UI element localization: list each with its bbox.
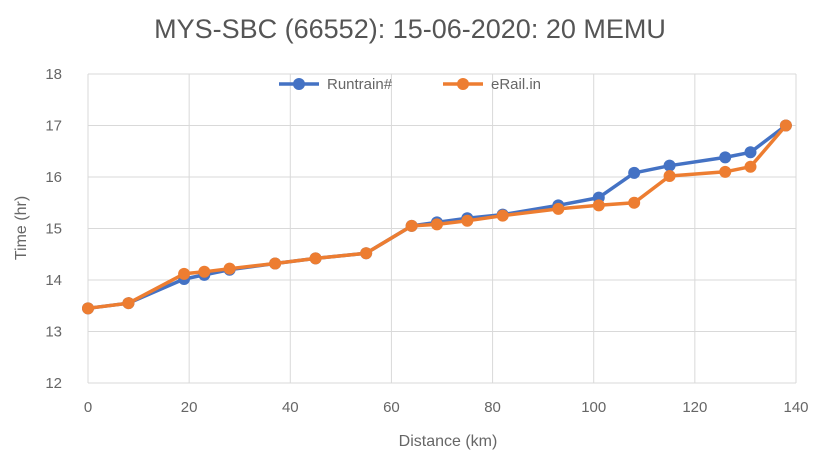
data-point — [779, 119, 792, 132]
y-tick-label: 18 — [45, 66, 62, 83]
data-point — [430, 218, 443, 231]
data-point — [628, 196, 641, 209]
data-point — [309, 252, 322, 265]
data-point — [719, 165, 732, 178]
series-2 — [82, 119, 792, 315]
data-point — [122, 297, 135, 310]
data-point — [744, 160, 757, 173]
tick-labels: 0 20 40 60 80 100 120 140 12 13 14 15 16 17 18 — [45, 66, 808, 416]
data-point — [269, 257, 282, 270]
legend-item: Runtrain# — [279, 76, 393, 93]
x-tick-label: 100 — [581, 399, 606, 416]
x-tick-label: 120 — [682, 399, 707, 416]
legend: Runtrain# eRail.in — [279, 76, 541, 93]
y-axis-label: Time (hr) — [13, 196, 30, 260]
x-axis-label: Distance (km) — [399, 433, 498, 450]
y-tick-label: 12 — [45, 375, 62, 392]
data-point — [628, 166, 641, 179]
data-point — [405, 219, 418, 232]
y-tick-label: 15 — [45, 221, 62, 238]
data-point — [663, 159, 676, 172]
x-tick-label: 20 — [181, 399, 198, 416]
gridlines — [87, 73, 797, 384]
y-tick-label: 13 — [45, 324, 62, 341]
y-tick-label: 14 — [45, 272, 62, 289]
x-tick-label: 80 — [484, 399, 501, 416]
legend-label: Runtrain# — [327, 76, 393, 93]
data-point — [178, 267, 191, 280]
x-tick-label: 140 — [783, 399, 808, 416]
data-point — [552, 202, 565, 215]
data-point — [496, 209, 509, 222]
data-point — [223, 262, 236, 275]
data-point — [663, 169, 676, 182]
data-point — [461, 214, 474, 227]
series-1 — [82, 119, 792, 315]
data-point — [592, 199, 605, 212]
data-point — [82, 302, 94, 315]
legend-swatch-marker — [293, 78, 305, 90]
legend-label: eRail.in — [491, 76, 541, 93]
y-tick-label: 17 — [45, 118, 62, 135]
data-point — [744, 146, 757, 159]
chart-title: MYS-SBC (66552): 15-06-2020: 20 MEMU — [154, 14, 666, 44]
x-tick-label: 0 — [84, 399, 92, 416]
x-tick-label: 60 — [383, 399, 400, 416]
data-point — [360, 247, 373, 260]
data-point — [198, 265, 211, 278]
data-point — [719, 151, 732, 164]
y-tick-label: 16 — [45, 169, 62, 186]
x-tick-label: 40 — [282, 399, 299, 416]
legend-swatch-marker — [457, 78, 469, 90]
series — [82, 119, 792, 315]
legend-item: eRail.in — [443, 76, 541, 93]
